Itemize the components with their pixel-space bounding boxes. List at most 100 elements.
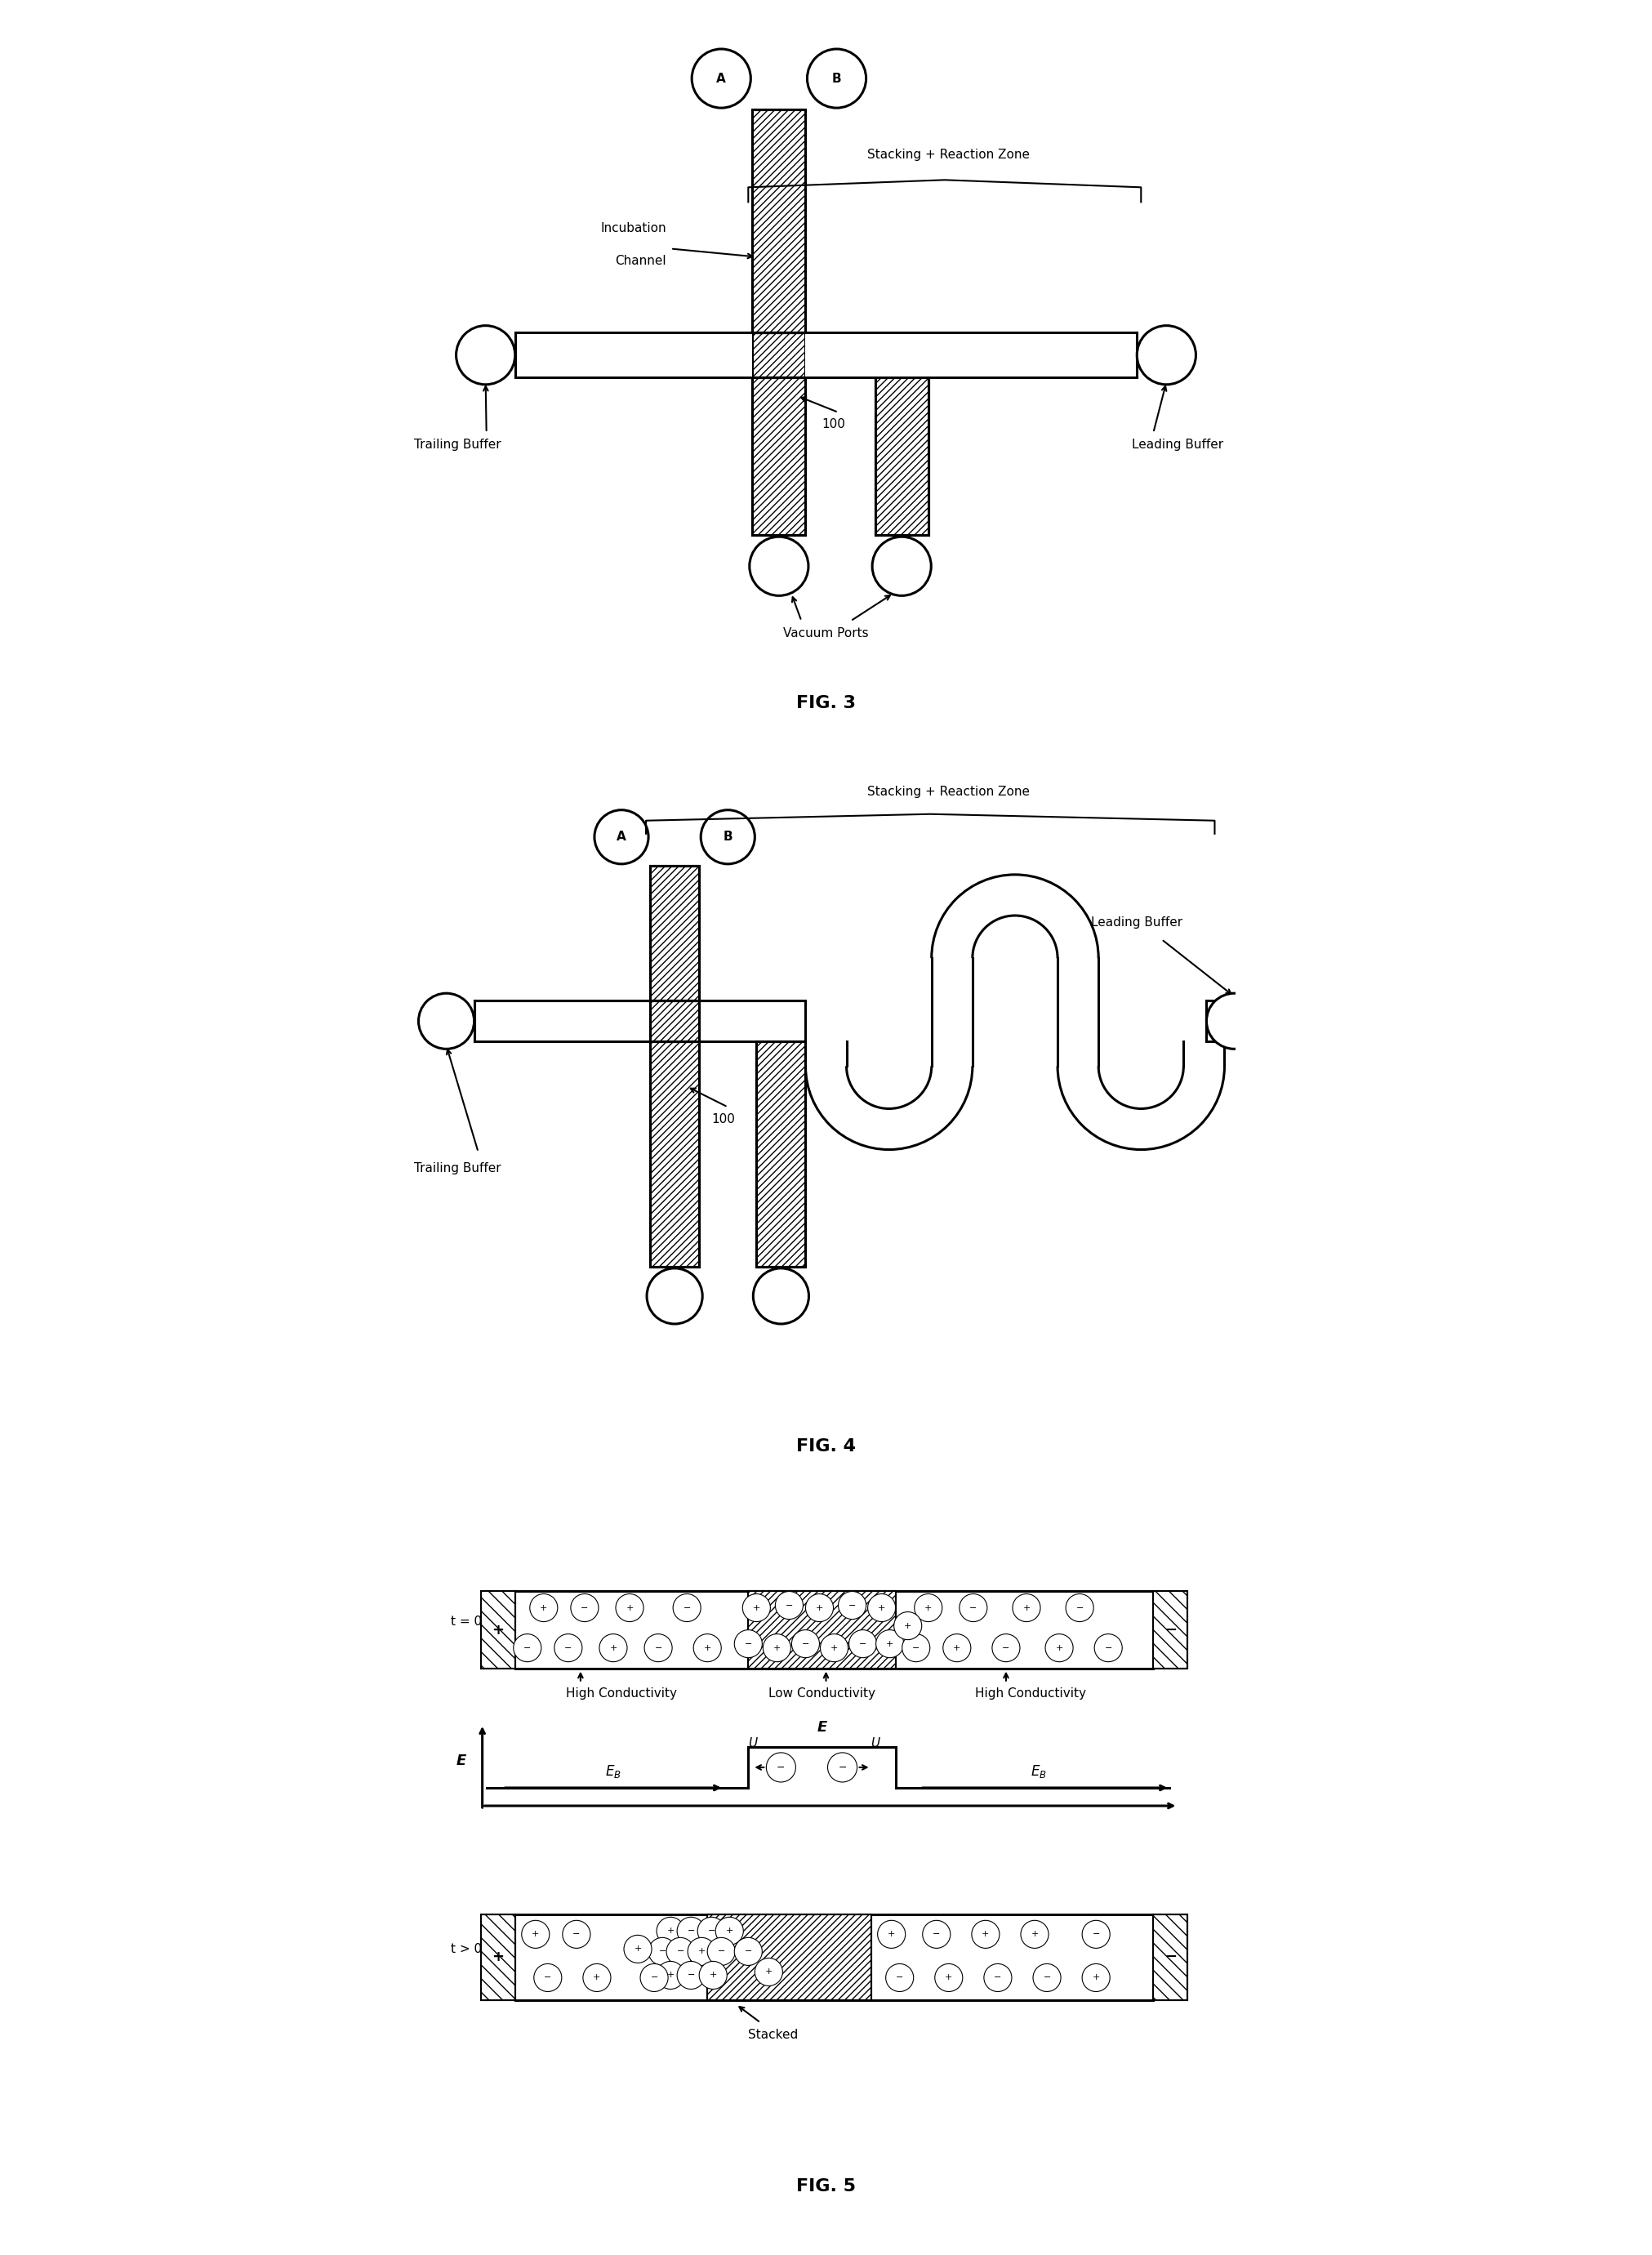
Circle shape bbox=[867, 1594, 895, 1621]
Circle shape bbox=[641, 1964, 667, 1991]
Bar bbox=[651, 866, 699, 1001]
Bar bbox=[651, 1042, 699, 1267]
Text: t > 0: t > 0 bbox=[451, 1944, 481, 1955]
Circle shape bbox=[707, 1937, 735, 1966]
Text: Low Conductivity: Low Conductivity bbox=[768, 1687, 876, 1700]
Bar bbox=[651, 1042, 699, 1267]
Circle shape bbox=[530, 1594, 558, 1621]
Circle shape bbox=[735, 1630, 762, 1657]
Bar bbox=[748, 1592, 895, 1669]
Text: +: + bbox=[532, 1930, 539, 1939]
Text: E: E bbox=[456, 1754, 466, 1768]
Text: −: − bbox=[707, 1928, 715, 1935]
Bar bbox=[481, 1592, 515, 1669]
Circle shape bbox=[791, 1630, 819, 1657]
Text: −: − bbox=[582, 1603, 588, 1612]
Circle shape bbox=[522, 1921, 550, 1948]
Text: B: B bbox=[833, 72, 841, 86]
Circle shape bbox=[1021, 1921, 1049, 1948]
Text: −: − bbox=[745, 1948, 752, 1955]
Circle shape bbox=[648, 1267, 702, 1324]
Circle shape bbox=[649, 1937, 676, 1966]
Bar bbox=[876, 377, 928, 534]
Text: Incubation: Incubation bbox=[601, 221, 666, 235]
Circle shape bbox=[767, 1752, 796, 1781]
Circle shape bbox=[876, 1630, 904, 1657]
Bar bbox=[752, 331, 806, 377]
Text: −: − bbox=[745, 1639, 752, 1648]
Circle shape bbox=[755, 1957, 783, 1987]
Text: +: + bbox=[753, 1603, 760, 1612]
Bar bbox=[481, 1592, 515, 1669]
Bar bbox=[932, 958, 973, 1067]
Text: −: − bbox=[565, 1644, 572, 1653]
Circle shape bbox=[1032, 1964, 1061, 1991]
Text: B: B bbox=[724, 830, 732, 843]
Circle shape bbox=[600, 1635, 628, 1662]
Text: High Conductivity: High Conductivity bbox=[975, 1687, 1085, 1700]
Text: +: + bbox=[885, 1639, 894, 1648]
Circle shape bbox=[692, 50, 750, 108]
Circle shape bbox=[877, 1921, 905, 1948]
Text: +: + bbox=[1056, 1644, 1062, 1653]
Circle shape bbox=[753, 1267, 809, 1324]
Text: FIG. 3: FIG. 3 bbox=[796, 695, 856, 710]
Circle shape bbox=[694, 1635, 722, 1662]
Text: −: − bbox=[573, 1930, 580, 1939]
Bar bbox=[651, 866, 699, 1001]
Circle shape bbox=[960, 1594, 988, 1621]
Text: +: + bbox=[634, 1946, 641, 1953]
Circle shape bbox=[971, 1921, 999, 1948]
Text: U: U bbox=[871, 1736, 879, 1750]
Text: E: E bbox=[816, 1721, 828, 1734]
Text: −: − bbox=[895, 1973, 904, 1982]
Circle shape bbox=[583, 1964, 611, 1991]
Text: 100: 100 bbox=[823, 419, 846, 431]
Text: +: + bbox=[773, 1644, 781, 1653]
Text: FIG. 4: FIG. 4 bbox=[796, 1439, 856, 1454]
Text: U: U bbox=[748, 1736, 757, 1750]
Circle shape bbox=[456, 325, 515, 386]
Text: −: − bbox=[970, 1603, 976, 1612]
Circle shape bbox=[742, 1594, 770, 1621]
Text: −: − bbox=[1042, 1973, 1051, 1982]
Bar bbox=[707, 1914, 871, 2000]
Circle shape bbox=[922, 1921, 950, 1948]
Circle shape bbox=[993, 1635, 1019, 1662]
Text: Vacuum Ports: Vacuum Ports bbox=[783, 627, 869, 640]
Text: +: + bbox=[704, 1644, 710, 1653]
Bar bbox=[757, 1042, 806, 1267]
Bar bbox=[1153, 1914, 1188, 2000]
Text: +: + bbox=[667, 1971, 674, 1980]
Text: +: + bbox=[877, 1603, 885, 1612]
Circle shape bbox=[697, 1917, 725, 1946]
Circle shape bbox=[1082, 1921, 1110, 1948]
Text: −: − bbox=[524, 1644, 532, 1653]
Circle shape bbox=[677, 1917, 705, 1946]
Circle shape bbox=[894, 1612, 922, 1639]
Polygon shape bbox=[932, 875, 1099, 958]
Text: +: + bbox=[540, 1603, 547, 1612]
Circle shape bbox=[666, 1937, 694, 1966]
Text: +: + bbox=[816, 1603, 823, 1612]
Text: +: + bbox=[725, 1928, 733, 1935]
Text: +: + bbox=[953, 1644, 961, 1653]
Text: −: − bbox=[1105, 1644, 1112, 1653]
Text: A: A bbox=[717, 72, 727, 86]
Text: −: − bbox=[687, 1928, 695, 1935]
Circle shape bbox=[1082, 1964, 1110, 1991]
Text: +: + bbox=[925, 1603, 932, 1612]
Bar bbox=[876, 377, 928, 534]
Text: −: − bbox=[1165, 1951, 1176, 1964]
Bar bbox=[481, 1914, 515, 2000]
Text: FIG. 5: FIG. 5 bbox=[796, 2178, 856, 2194]
Text: −: − bbox=[677, 1948, 684, 1955]
Circle shape bbox=[750, 537, 808, 595]
Text: A: A bbox=[616, 830, 626, 843]
Circle shape bbox=[1137, 325, 1196, 386]
Circle shape bbox=[1094, 1635, 1122, 1662]
Text: −: − bbox=[785, 1601, 793, 1610]
Text: $E_B$: $E_B$ bbox=[1031, 1763, 1047, 1779]
Circle shape bbox=[1206, 992, 1262, 1049]
Circle shape bbox=[715, 1917, 743, 1946]
